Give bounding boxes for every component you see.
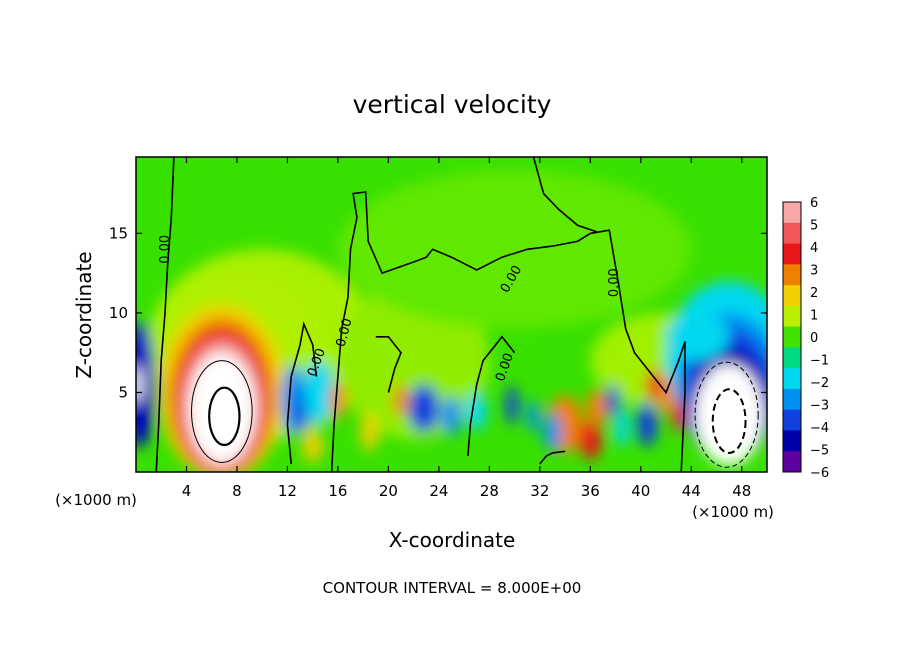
contour-line <box>375 336 402 393</box>
colorbar-label: 2 <box>810 286 818 301</box>
contour-ring <box>711 388 747 454</box>
contour-line <box>155 157 175 472</box>
colorbar-swatch <box>783 264 801 286</box>
contour-interval-note: CONTOUR INTERVAL = 8.000E+00 <box>323 579 582 597</box>
x-tick-label: 48 <box>732 482 751 500</box>
colorbar-label: 3 <box>810 264 818 279</box>
field-cell <box>666 312 730 361</box>
contour-line <box>330 191 686 472</box>
field-cell <box>527 400 540 433</box>
field-cell <box>393 384 409 417</box>
contour-ring <box>208 386 241 447</box>
colorbar: 6 5 4 3 2 1 0 −1 −2 −3 −4 −5 −6 <box>782 196 829 481</box>
colorbar-swatch <box>783 347 801 369</box>
field-cell <box>637 402 658 447</box>
plot-frame <box>135 156 768 473</box>
y-tick-label: 15 <box>109 224 128 242</box>
y-tick-label: 10 <box>109 304 128 322</box>
field-cell <box>136 320 155 449</box>
field-cell <box>360 413 379 452</box>
field-cell <box>337 169 692 329</box>
field-cell <box>303 360 335 425</box>
field-cell <box>658 376 674 415</box>
contour-ring <box>694 361 759 468</box>
chart-title: vertical velocity <box>353 90 552 119</box>
colorbar-label: 5 <box>810 219 818 234</box>
field-cell <box>543 413 562 452</box>
colorbar-label: −1 <box>810 354 829 369</box>
x-tick-label: 20 <box>379 482 398 500</box>
x-tick-label: 8 <box>232 482 242 500</box>
x-unit-left: (×1000 m) <box>55 491 137 509</box>
colorbar-label: −3 <box>810 399 829 414</box>
contour-line <box>286 321 318 465</box>
colorbar-swatch <box>783 202 801 224</box>
colorbar-label: −5 <box>810 444 829 459</box>
colorbar-swatch <box>783 388 801 411</box>
colorbar-swatch <box>783 430 801 452</box>
colorbar-label: −2 <box>810 376 829 391</box>
field-cell <box>586 389 607 428</box>
colorbar-label: 4 <box>810 241 818 256</box>
x-tick-label: 28 <box>480 482 499 500</box>
x-tick-label: 4 <box>182 482 192 500</box>
field-cell <box>330 381 346 420</box>
x-axis: 4 8 12 16 20 24 28 32 36 40 44 48 <box>182 157 751 500</box>
x-tick-label: 44 <box>682 482 701 500</box>
contour-ring <box>191 360 253 463</box>
field-cell <box>578 421 602 460</box>
x-tick-label: 12 <box>278 482 297 500</box>
y-axis-title: Z-coordinate <box>72 251 96 378</box>
field-cell <box>441 397 462 436</box>
field-cell <box>408 384 439 433</box>
field-cell <box>136 365 143 404</box>
colorbar-swatch <box>783 409 801 431</box>
colorbar-label: 6 <box>810 196 818 211</box>
colorbar-label: 1 <box>810 309 818 324</box>
contour-line <box>467 335 516 457</box>
field-cell <box>645 368 661 401</box>
y-axis: 5 10 15 <box>109 224 767 401</box>
colorbar-swatch <box>783 451 801 473</box>
colorbar-label: −6 <box>810 466 829 481</box>
contour-label: 0.00 <box>334 317 356 349</box>
colorbar-swatch <box>783 326 801 348</box>
colorbar-label: 0 <box>810 331 818 346</box>
field-cell <box>672 400 685 433</box>
field-cell <box>505 386 519 425</box>
contour-line <box>539 450 566 465</box>
colorbar-swatch <box>783 243 801 265</box>
colorbar-swatch <box>783 368 801 390</box>
colorbar-swatch <box>783 222 801 245</box>
x-tick-label: 24 <box>429 482 448 500</box>
colorbar-swatch <box>783 285 801 307</box>
plot-area <box>136 157 767 472</box>
x-tick-label: 36 <box>581 482 600 500</box>
x-tick-label: 40 <box>631 482 650 500</box>
field-cell <box>606 384 620 417</box>
x-tick-label: 16 <box>328 482 347 500</box>
colorbar-label: −4 <box>810 421 829 436</box>
contour-lines <box>155 157 759 472</box>
contour-label: 0.00 <box>158 235 173 264</box>
field-cell <box>695 363 764 466</box>
contour-line <box>532 157 597 233</box>
colorbar-swatch <box>783 305 801 328</box>
contour-label: 0.00 <box>607 268 622 297</box>
field-cell <box>189 354 255 463</box>
field-cell <box>614 408 630 447</box>
x-tick-label: 32 <box>530 482 549 500</box>
field-cell <box>302 430 323 463</box>
colorbar-frame <box>782 201 802 473</box>
x-unit-right: (×1000 m) <box>692 503 774 521</box>
x-axis-title: X-coordinate <box>389 528 516 552</box>
y-tick-label: 5 <box>118 383 128 401</box>
